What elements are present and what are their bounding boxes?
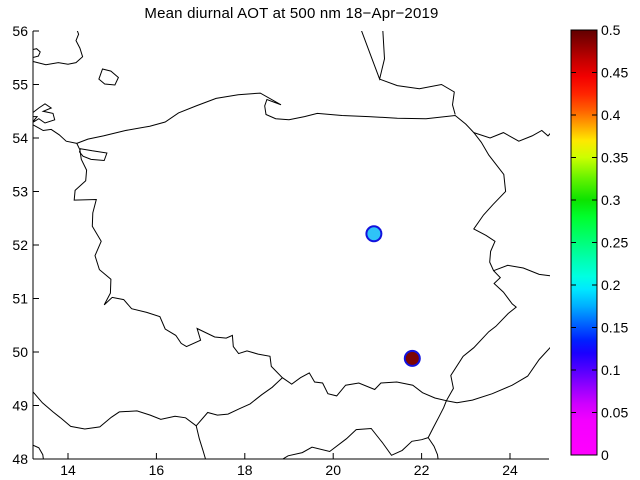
austria-germany-border bbox=[33, 444, 44, 459]
y-tick-label: 52 bbox=[12, 237, 28, 253]
szczecin-lagoon bbox=[78, 148, 108, 162]
colorbar-tick-label: 0.25 bbox=[601, 235, 628, 251]
poland-border bbox=[73, 92, 518, 402]
colorbar-tick-label: 0.4 bbox=[601, 107, 621, 123]
germany-czech-border bbox=[33, 391, 61, 419]
belarus-ukraine-border bbox=[493, 264, 550, 277]
x-tick-label: 24 bbox=[502, 462, 518, 478]
colorbar-tick-label: 0.15 bbox=[601, 320, 628, 336]
colorbar: 0 0.05 0.1 0.15 0.2 0.25 0.3 0.35 0.4 0.45 0.5 bbox=[570, 22, 628, 463]
czech-austria-slovakia-border bbox=[60, 410, 207, 459]
x-tick-label: 14 bbox=[60, 462, 76, 478]
aot-station-central-poland bbox=[365, 225, 383, 243]
colorbar-tick-label: 0.2 bbox=[601, 277, 621, 293]
ukraine-hungary-border bbox=[427, 437, 439, 459]
aot-station-southeast-poland bbox=[403, 349, 421, 367]
chart-title: Mean diurnal AOT at 500 nm 18−Apr−2019 bbox=[144, 5, 439, 22]
x-tick-label: 20 bbox=[325, 462, 341, 478]
aot-markers bbox=[365, 225, 421, 367]
x-tick-label: 22 bbox=[414, 462, 430, 478]
colorbar-tick-label: 0.45 bbox=[601, 65, 628, 81]
ukraine-east-fragment bbox=[446, 347, 550, 404]
y-tick-label: 50 bbox=[12, 344, 28, 360]
y-tick-label: 55 bbox=[12, 77, 28, 93]
falsterbo-islet bbox=[33, 48, 41, 59]
y-tick-label: 56 bbox=[12, 23, 28, 39]
colorbar-tick-label: 0.35 bbox=[601, 150, 628, 166]
german-coast bbox=[33, 124, 77, 144]
bornholm-island bbox=[98, 68, 120, 86]
y-tick-label: 51 bbox=[12, 291, 28, 307]
colorbar-tick-label: 0.3 bbox=[601, 192, 621, 208]
sweden-coast bbox=[33, 31, 84, 66]
lithuania-belarus-border bbox=[473, 129, 550, 142]
slovakia-hungary-border bbox=[281, 427, 429, 459]
curonian-spit bbox=[361, 31, 386, 81]
ukraine-slovakia-border bbox=[427, 400, 447, 438]
y-tick-label: 53 bbox=[12, 184, 28, 200]
x-tick-label: 16 bbox=[149, 462, 165, 478]
y-tick-label: 48 bbox=[12, 451, 28, 467]
colorbar-tick-label: 0 bbox=[601, 447, 609, 463]
czech-slovakia-border bbox=[195, 377, 283, 427]
kaliningrad-coast bbox=[379, 78, 456, 115]
colorbar-tick-label: 0.1 bbox=[601, 362, 621, 378]
y-tick-label: 54 bbox=[12, 130, 28, 146]
ruegen-island bbox=[33, 103, 56, 124]
colorbar-tick-label: 0.5 bbox=[601, 22, 621, 38]
axes: 14 16 18 20 22 24 48 49 50 51 52 53 54 55 56 bbox=[12, 23, 549, 478]
y-tick-label: 49 bbox=[12, 398, 28, 414]
x-tick-label: 18 bbox=[237, 462, 253, 478]
map-outlines bbox=[33, 31, 550, 459]
colorbar-tick-label: 0.05 bbox=[601, 405, 628, 421]
